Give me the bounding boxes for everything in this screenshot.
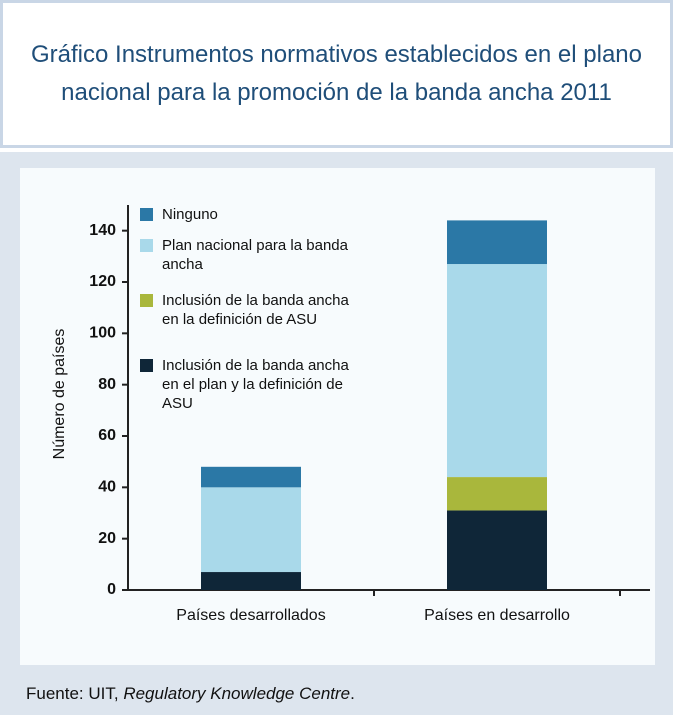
y-tick-label: 100 <box>89 325 116 342</box>
legend-item: Inclusión de la banda ancha en el plan y… <box>140 356 362 413</box>
x-tick-label: Países desarrollados <box>176 607 325 624</box>
chart: Número de países 0 20 40 60 80 100 120 140 Paíse… <box>20 168 655 665</box>
bar-segment <box>201 572 301 590</box>
y-axis-label: Número de países <box>51 329 68 460</box>
bar-segment <box>201 466 301 488</box>
y-tick-label: 20 <box>98 530 116 547</box>
y-tick-label: 0 <box>107 581 116 598</box>
legend-label: Inclusión de la banda ancha en la defini… <box>162 292 349 328</box>
plot-background <box>20 168 655 665</box>
bar-segment <box>201 487 301 573</box>
legend-label: Ninguno <box>162 206 218 223</box>
bar-segment <box>447 477 547 511</box>
y-tick-label: 80 <box>98 376 116 393</box>
title: Gráfico Instrumentos normativos establec… <box>31 41 642 106</box>
x-tick-label: Países en desarrollo <box>424 607 570 624</box>
y-tick-label: 40 <box>98 479 116 496</box>
legend-item: Plan nacional para la banda ancha <box>140 236 362 274</box>
legend-label: Plan nacional para la banda ancha <box>162 237 348 273</box>
legend-item: Ninguno <box>140 205 432 224</box>
y-tick-label: 140 <box>89 222 116 239</box>
bar-segment <box>447 220 547 265</box>
legend-swatch <box>140 359 153 372</box>
legend-swatch <box>140 239 153 252</box>
y-tick-label: 60 <box>98 427 116 444</box>
source-suffix: . <box>350 684 355 703</box>
source-prefix: Fuente: UIT, <box>26 684 124 703</box>
bar-segment <box>447 510 547 590</box>
source: Fuente: UIT, Regulatory Knowledge Centre… <box>26 684 355 704</box>
legend-item: Inclusión de la banda ancha en la defini… <box>140 291 362 329</box>
legend-swatch <box>140 294 153 307</box>
legend-swatch <box>140 208 153 221</box>
legend-label: Inclusión de la banda ancha en el plan y… <box>162 357 349 412</box>
y-tick-label: 120 <box>89 273 116 290</box>
bar-segment <box>447 264 547 478</box>
source-italic: Regulatory Knowledge Centre <box>123 684 351 703</box>
title-box: Gráfico Instrumentos normativos establec… <box>0 0 673 148</box>
